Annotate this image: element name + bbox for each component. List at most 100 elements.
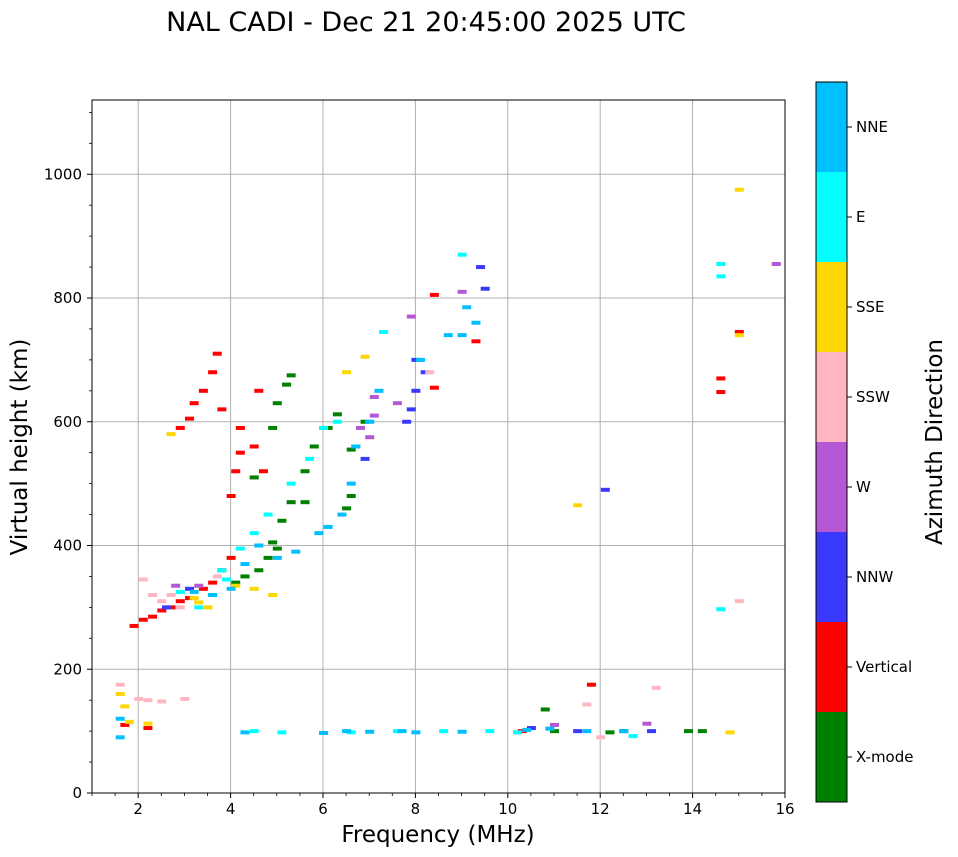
data-point	[212, 574, 222, 579]
data-point	[369, 413, 379, 418]
data-point	[346, 494, 356, 498]
data-point	[208, 580, 218, 585]
data-point	[175, 605, 185, 610]
data-point	[189, 589, 199, 594]
data-point	[235, 546, 245, 551]
data-point	[683, 729, 693, 734]
data-point	[175, 599, 185, 604]
data-point	[734, 599, 744, 604]
data-point	[332, 412, 342, 417]
data-point	[198, 586, 208, 591]
data-point	[272, 401, 282, 406]
data-point	[323, 524, 333, 529]
data-point	[351, 444, 361, 449]
data-point	[157, 608, 167, 613]
y-tick-label: 600	[53, 413, 82, 431]
data-point	[416, 357, 426, 362]
data-point	[429, 385, 439, 390]
data-point	[771, 261, 781, 266]
x-tick-label: 12	[591, 800, 610, 818]
data-point	[374, 388, 384, 393]
data-point	[716, 261, 726, 266]
data-point	[346, 447, 356, 452]
data-layer	[115, 187, 781, 740]
data-point	[258, 469, 268, 474]
series-nne	[115, 305, 629, 740]
data-point	[286, 481, 296, 486]
data-point	[600, 487, 610, 492]
data-point	[425, 370, 435, 375]
colorbar-segment	[816, 442, 847, 532]
colorbar-label: SSW	[856, 388, 890, 406]
data-point	[342, 506, 352, 511]
data-point	[143, 721, 153, 726]
data-point	[226, 555, 236, 560]
data-point	[342, 729, 352, 734]
data-point	[471, 320, 481, 325]
data-point	[120, 722, 130, 727]
data-point	[725, 730, 735, 735]
data-point	[217, 568, 227, 573]
data-point	[138, 577, 148, 582]
data-point	[254, 543, 264, 548]
data-point	[268, 540, 278, 545]
data-point	[406, 314, 416, 319]
data-point	[605, 730, 615, 735]
data-point	[342, 370, 352, 375]
data-point	[392, 401, 402, 406]
y-tick-label: 1000	[44, 165, 82, 183]
x-tick-label: 2	[133, 800, 143, 818]
data-point	[240, 730, 250, 735]
data-point	[115, 735, 125, 740]
data-point	[642, 721, 652, 726]
data-point	[175, 425, 185, 430]
grid-layer	[92, 100, 785, 793]
data-point	[545, 726, 555, 731]
data-point	[277, 518, 287, 523]
data-point	[249, 531, 259, 536]
data-point	[129, 623, 139, 628]
x-tick-label: 14	[683, 800, 702, 818]
data-point	[540, 707, 550, 712]
colorbar-segment	[816, 532, 847, 622]
data-point	[471, 339, 481, 344]
data-point	[619, 729, 629, 734]
data-point	[522, 727, 532, 732]
data-point	[185, 586, 195, 591]
data-point	[291, 549, 301, 554]
data-point	[513, 730, 523, 735]
plot-area	[91, 99, 786, 794]
data-point	[697, 729, 707, 734]
data-point	[526, 726, 536, 731]
data-point	[208, 593, 218, 597]
data-point	[143, 726, 153, 731]
data-point	[734, 330, 744, 335]
data-point	[582, 729, 592, 734]
data-point	[194, 583, 204, 588]
data-point	[189, 596, 199, 601]
data-point	[124, 719, 134, 724]
colorbar-label: W	[856, 478, 871, 496]
data-point	[157, 699, 167, 704]
data-point	[221, 577, 231, 582]
data-point	[194, 605, 204, 610]
data-point	[517, 729, 527, 734]
data-point	[185, 596, 195, 601]
data-point	[217, 407, 227, 412]
data-point	[550, 729, 559, 734]
series-x-mode	[231, 373, 707, 735]
data-point	[392, 729, 402, 734]
data-point	[212, 351, 222, 356]
colorbar-label: NNE	[856, 118, 888, 136]
data-point	[286, 373, 296, 378]
data-point	[346, 481, 356, 486]
data-point	[235, 425, 245, 430]
data-point	[138, 617, 148, 622]
data-point	[282, 382, 292, 387]
data-point	[360, 419, 370, 424]
colorbar-segment	[816, 82, 847, 172]
data-point	[231, 583, 241, 588]
series-vertical	[120, 292, 744, 734]
data-point	[115, 716, 125, 721]
data-point	[420, 370, 430, 375]
